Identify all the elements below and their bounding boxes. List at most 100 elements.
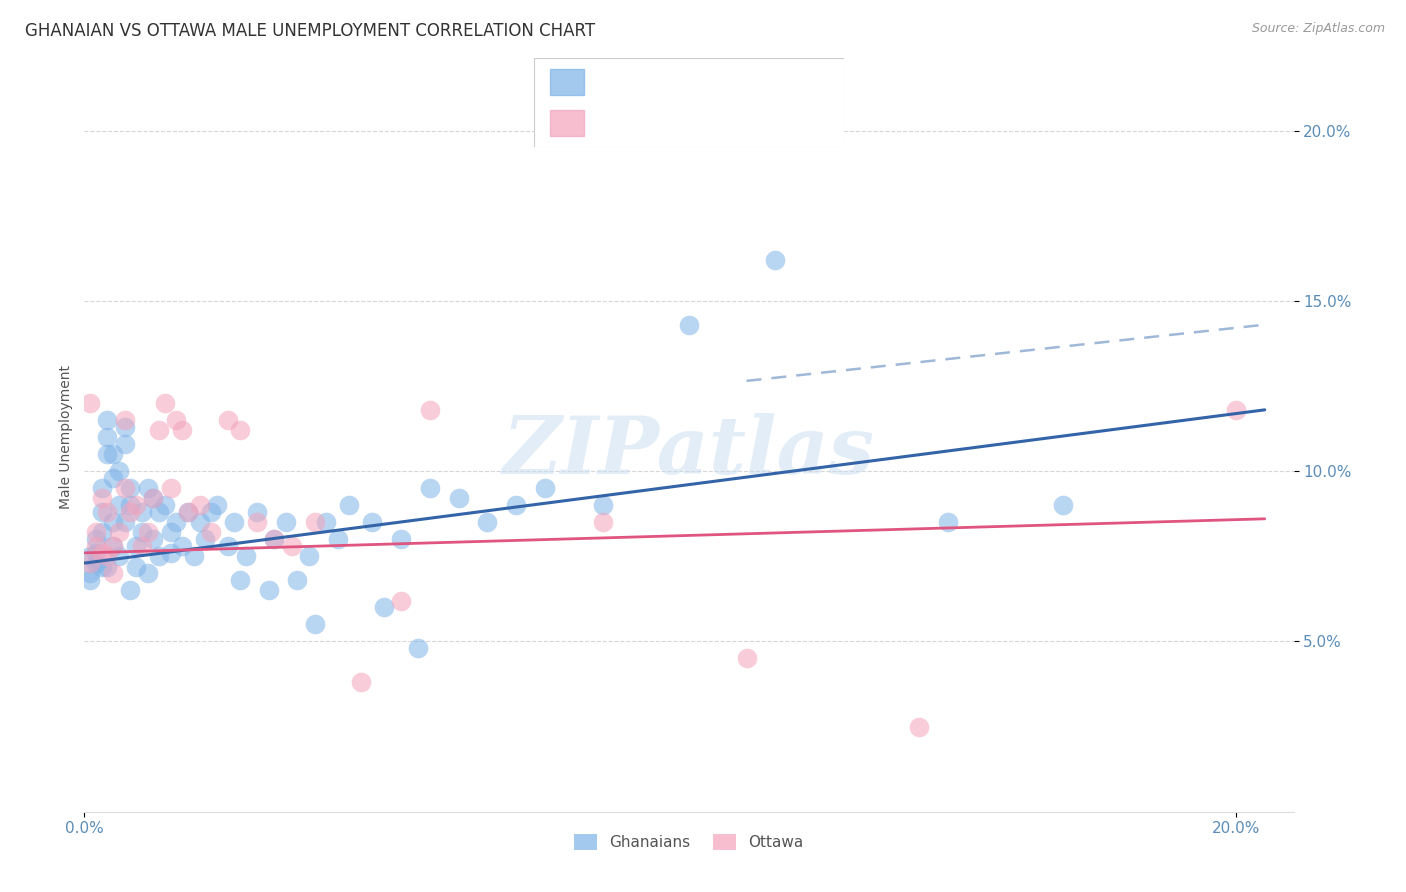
Point xyxy=(235,549,257,564)
Legend: Ghanaians, Ottawa: Ghanaians, Ottawa xyxy=(568,829,810,856)
Point xyxy=(79,549,101,564)
Point xyxy=(389,593,412,607)
Point xyxy=(131,539,153,553)
Point xyxy=(120,583,142,598)
Point xyxy=(200,505,222,519)
Point xyxy=(90,491,112,506)
Point xyxy=(79,556,101,570)
Point xyxy=(200,525,222,540)
Point xyxy=(114,437,136,451)
Point xyxy=(419,402,441,417)
Point xyxy=(108,549,131,564)
Point xyxy=(108,498,131,512)
Point xyxy=(136,566,159,581)
Point xyxy=(125,559,148,574)
Point xyxy=(142,533,165,547)
Point xyxy=(263,533,285,547)
Point xyxy=(90,525,112,540)
Point xyxy=(108,525,131,540)
Point xyxy=(373,600,395,615)
Point xyxy=(908,720,931,734)
Bar xyxy=(550,110,583,136)
Point xyxy=(90,505,112,519)
Point xyxy=(90,481,112,495)
Point xyxy=(246,515,269,529)
Point xyxy=(166,515,188,529)
Point xyxy=(361,515,384,529)
Point xyxy=(101,539,124,553)
Point xyxy=(592,515,614,529)
Point xyxy=(96,559,118,574)
Point xyxy=(172,539,194,553)
Point xyxy=(447,491,470,506)
Point xyxy=(114,420,136,434)
Point xyxy=(142,491,165,506)
Point xyxy=(84,556,107,570)
Point xyxy=(304,617,326,632)
Text: R =: R = xyxy=(599,73,636,91)
Bar xyxy=(550,69,583,95)
Point xyxy=(326,533,349,547)
Point xyxy=(229,573,252,587)
Point xyxy=(96,430,118,444)
Point xyxy=(114,515,136,529)
Point xyxy=(188,515,211,529)
Point xyxy=(101,447,124,461)
Point xyxy=(505,498,527,512)
Point xyxy=(79,566,101,581)
Point xyxy=(274,515,297,529)
Point xyxy=(120,505,142,519)
Point xyxy=(136,525,159,540)
Point xyxy=(96,447,118,461)
Point xyxy=(120,481,142,495)
Point xyxy=(90,559,112,574)
Point xyxy=(257,583,280,598)
Point xyxy=(90,546,112,560)
Point xyxy=(159,481,181,495)
Point xyxy=(763,252,786,267)
Text: 0.329: 0.329 xyxy=(645,73,699,91)
Point xyxy=(114,413,136,427)
Point xyxy=(101,471,124,485)
Point xyxy=(217,413,239,427)
Text: 76: 76 xyxy=(761,73,783,91)
Point xyxy=(735,651,758,665)
Point xyxy=(298,549,321,564)
Point xyxy=(592,498,614,512)
Point xyxy=(177,505,200,519)
Point xyxy=(114,481,136,495)
Point xyxy=(84,525,107,540)
Point xyxy=(194,533,217,547)
Point xyxy=(84,539,107,553)
Point xyxy=(205,498,228,512)
Text: N =: N = xyxy=(720,114,756,132)
Point xyxy=(101,539,124,553)
Point xyxy=(1225,402,1247,417)
Point xyxy=(131,505,153,519)
Point xyxy=(408,641,430,656)
Text: N =: N = xyxy=(720,73,756,91)
Point xyxy=(1052,498,1074,512)
Point xyxy=(108,464,131,478)
Point xyxy=(96,505,118,519)
Point xyxy=(148,505,170,519)
Point xyxy=(229,423,252,437)
Y-axis label: Male Unemployment: Male Unemployment xyxy=(59,365,73,509)
Point xyxy=(217,539,239,553)
Point xyxy=(96,413,118,427)
Text: GHANAIAN VS OTTAWA MALE UNEMPLOYMENT CORRELATION CHART: GHANAIAN VS OTTAWA MALE UNEMPLOYMENT COR… xyxy=(25,22,595,40)
Point xyxy=(142,491,165,506)
Text: R =: R = xyxy=(599,114,636,132)
Point xyxy=(159,525,181,540)
Point xyxy=(101,566,124,581)
Point xyxy=(263,533,285,547)
Point xyxy=(280,539,302,553)
Point xyxy=(188,498,211,512)
Point xyxy=(125,539,148,553)
Point xyxy=(419,481,441,495)
Point xyxy=(246,505,269,519)
Point xyxy=(120,498,142,512)
Point xyxy=(101,515,124,529)
Text: Source: ZipAtlas.com: Source: ZipAtlas.com xyxy=(1251,22,1385,36)
Text: 0.102: 0.102 xyxy=(645,114,699,132)
